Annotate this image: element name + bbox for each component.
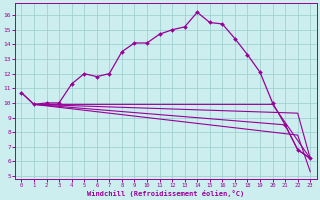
X-axis label: Windchill (Refroidissement éolien,°C): Windchill (Refroidissement éolien,°C): [87, 190, 244, 197]
